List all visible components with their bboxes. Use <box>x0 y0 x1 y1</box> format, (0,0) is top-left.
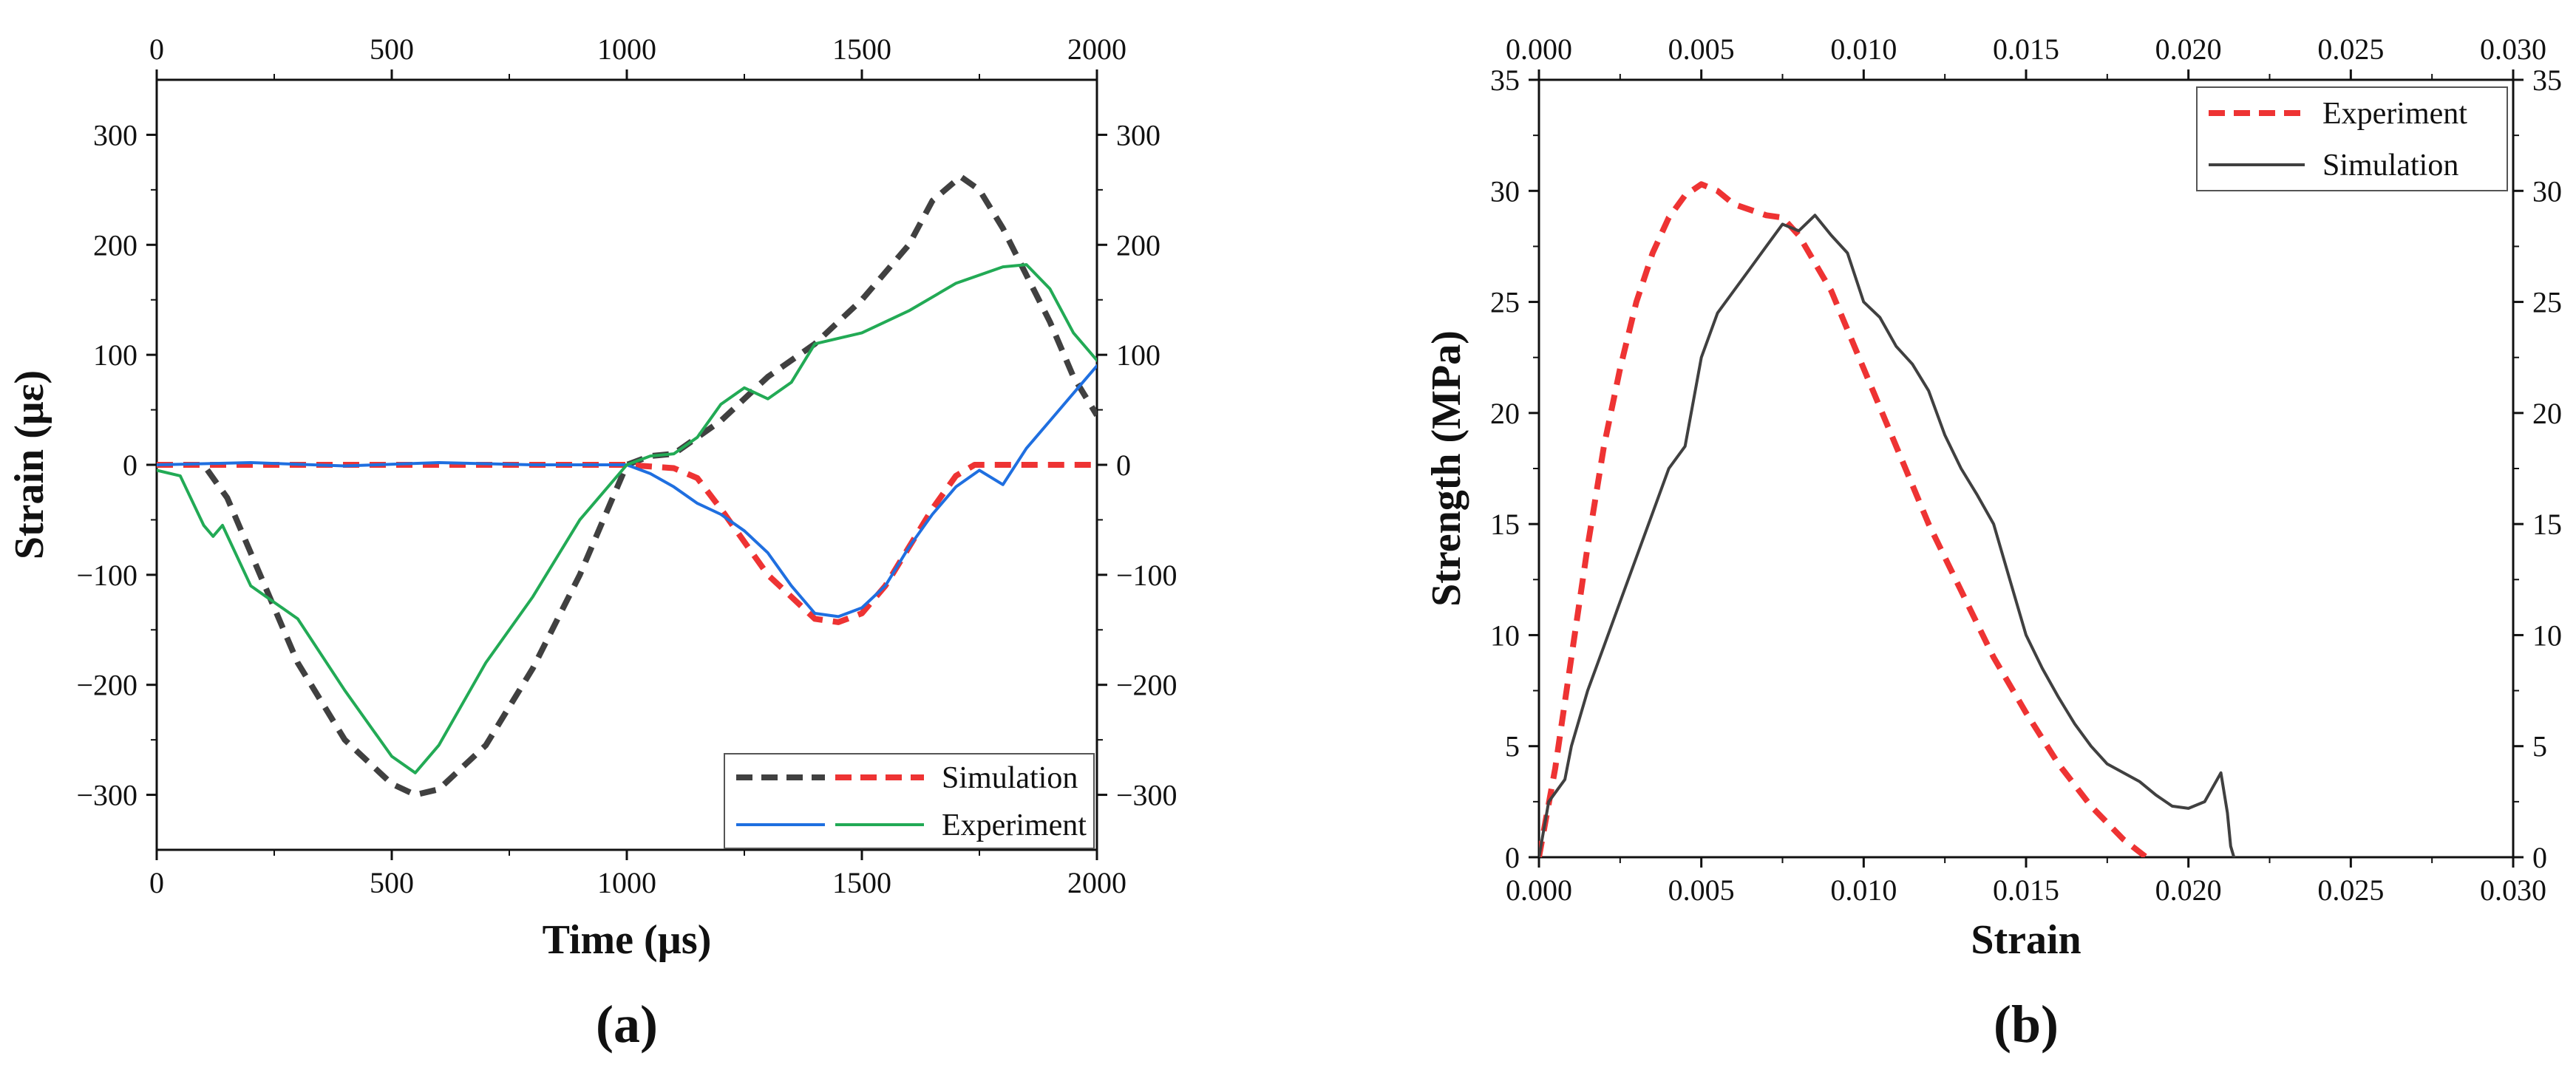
y-tick-label-left: 0 <box>123 449 137 482</box>
y-tick-label-left: 25 <box>1490 286 1520 319</box>
series-line-0 <box>1539 181 2149 857</box>
legend-label: Simulation <box>2322 149 2458 183</box>
x-tick-label-top: 0.015 <box>1993 33 2059 66</box>
y-tick-label-right: −200 <box>1116 669 1177 702</box>
y-tick-label-left: 20 <box>1490 397 1520 430</box>
x-tick-label-bottom: 2000 <box>1067 866 1126 899</box>
x-tick-label-top: 0.010 <box>1830 33 1897 66</box>
x-tick-label-bottom: 0.025 <box>2317 873 2384 907</box>
y-tick-label-right: 10 <box>2532 619 2562 652</box>
y-tick-label-left: 0 <box>1505 841 1520 874</box>
legend-box <box>2196 86 2508 191</box>
panel-label: (b) <box>1994 995 2059 1054</box>
series-line-3 <box>157 263 1097 774</box>
series-line-1 <box>1539 214 2236 857</box>
y-tick-label-left: 10 <box>1490 619 1520 652</box>
y-tick-label-right: 25 <box>2532 286 2562 319</box>
x-tick-label-top: 0.030 <box>2480 33 2546 66</box>
legend: Experiment Simulation <box>2196 86 2508 191</box>
x-tick-label-bottom: 0.020 <box>2155 873 2222 907</box>
x-tick-label-bottom: 0.015 <box>1993 873 2059 907</box>
x-tick-label-bottom: 0.005 <box>1668 873 1735 907</box>
y-tick-label-right: 20 <box>2532 397 2562 430</box>
legend: Simulation Experiment <box>724 753 1095 849</box>
y-tick-label-left: 100 <box>93 338 137 372</box>
y-tick-label-right: 5 <box>2532 730 2547 763</box>
y-tick-label-right: 0 <box>1116 449 1131 482</box>
x-tick-label-bottom: 500 <box>370 866 414 899</box>
y-axis-title: Strain (με) <box>7 370 52 559</box>
x-tick-label-bottom: 0.000 <box>1506 873 1572 907</box>
x-tick-label-top: 1500 <box>832 33 891 66</box>
legend-label: Simulation <box>942 761 1078 795</box>
y-tick-label-right: 30 <box>2532 174 2562 208</box>
y-tick-label-left: 15 <box>1490 508 1520 541</box>
y-tick-label-right: 200 <box>1116 228 1160 262</box>
y-tick-label-left: −200 <box>76 669 137 702</box>
x-tick-label-top: 0.000 <box>1506 33 1572 66</box>
y-tick-label-left: 5 <box>1505 730 1520 763</box>
series-line-2 <box>157 364 1097 619</box>
y-tick-label-right: 15 <box>2532 508 2562 541</box>
series-group <box>157 174 1097 798</box>
legend-box <box>724 753 1095 849</box>
x-tick-label-bottom: 1000 <box>597 866 656 899</box>
x-axis-title: Time (µs) <box>543 917 712 963</box>
x-tick-label-bottom: 0.030 <box>2480 873 2546 907</box>
x-tick-label-top: 1000 <box>597 33 656 66</box>
x-tick-label-top: 500 <box>370 33 414 66</box>
x-tick-label-top: 0.005 <box>1668 33 1735 66</box>
series-group <box>1539 181 2236 857</box>
chart-b: 0.000 0.000 0.005 0.005 0.010 0.010 0.015 0.015… <box>1424 33 2562 1054</box>
panel-label: (a) <box>596 995 658 1054</box>
legend-label: Experiment <box>942 808 1087 842</box>
y-tick-label-left: 30 <box>1490 174 1520 208</box>
y-tick-label-left: 35 <box>1490 64 1520 97</box>
y-tick-label-right: 300 <box>1116 118 1160 151</box>
x-tick-label-top: 2000 <box>1067 33 1126 66</box>
y-tick-label-right: 0 <box>2532 841 2547 874</box>
y-tick-label-left: −300 <box>76 779 137 812</box>
legend-label: Experiment <box>2322 97 2467 131</box>
x-tick-label-bottom: 0.010 <box>1830 873 1897 907</box>
y-tick-label-left: 200 <box>93 228 137 262</box>
x-tick-label-bottom: 0 <box>149 866 164 899</box>
x-tick-label-bottom: 1500 <box>832 866 891 899</box>
y-tick-label-right: −300 <box>1116 779 1177 812</box>
y-tick-label-right: −100 <box>1116 559 1177 592</box>
y-tick-label-right: 35 <box>2532 64 2562 97</box>
y-tick-label-left: 300 <box>93 118 137 151</box>
y-tick-label-right: 100 <box>1116 338 1160 372</box>
x-axis-title: Strain <box>1971 917 2081 963</box>
x-tick-label-top: 0.025 <box>2317 33 2384 66</box>
x-tick-label-top: 0.020 <box>2155 33 2222 66</box>
y-tick-label-left: −100 <box>76 559 137 592</box>
x-tick-label-top: 0 <box>149 33 164 66</box>
y-axis-title: Strength (MPa) <box>1424 330 1469 607</box>
